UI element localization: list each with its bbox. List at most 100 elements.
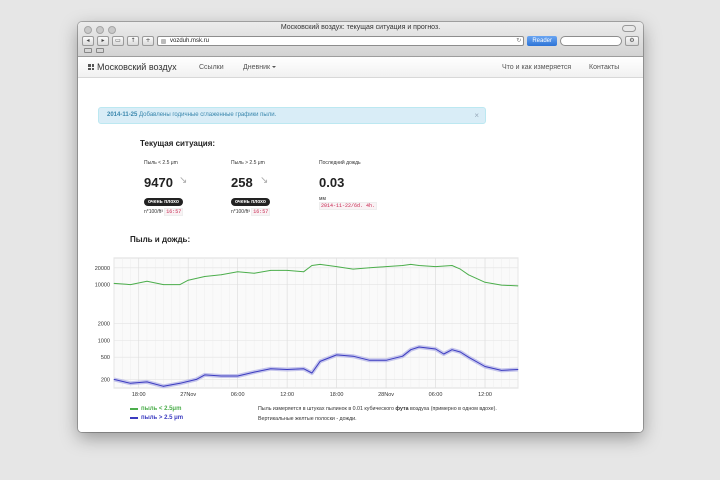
data-point xyxy=(468,356,469,358)
data-point xyxy=(468,274,469,276)
data-point xyxy=(171,384,173,386)
browser-window: Московский воздух: текущая ситуация и пр… xyxy=(78,22,643,432)
data-point xyxy=(352,355,354,357)
stat-label: Пыль < 2.5 μm xyxy=(144,160,178,166)
y-tick-label: 200 xyxy=(101,377,110,383)
y-tick-label: 20000 xyxy=(95,266,110,272)
x-tick-label: 28Nov xyxy=(378,392,394,398)
data-point xyxy=(311,265,313,266)
minimize-window-button[interactable] xyxy=(96,26,104,34)
address-bar[interactable]: vozduh.msk.ru ↻ xyxy=(157,36,525,46)
reading-list-icon[interactable] xyxy=(84,48,92,53)
data-point xyxy=(253,371,255,373)
data-point xyxy=(336,354,338,356)
x-tick-label: 18:00 xyxy=(132,392,146,398)
url-text: vozduh.msk.ru xyxy=(170,38,210,44)
grid-icon xyxy=(88,64,94,70)
legend-label: пыль < 2.5μm xyxy=(141,405,182,412)
site-brand[interactable]: Московский воздух xyxy=(88,62,177,72)
data-point xyxy=(163,385,164,387)
x-tick-label: 18:00 xyxy=(330,392,344,398)
window-title: Московский воздух: текущая ситуация и пр… xyxy=(280,24,441,31)
data-point xyxy=(311,372,313,374)
data-point xyxy=(130,284,131,286)
x-tick-label: 06:00 xyxy=(429,392,443,398)
data-point xyxy=(352,268,354,270)
data-point xyxy=(336,266,338,268)
note-bold: фута xyxy=(395,406,409,412)
nav-diary-label: Дневник xyxy=(243,64,271,71)
alert-date: 2014-11-25 xyxy=(107,112,138,118)
top-sites-icon[interactable] xyxy=(96,48,104,53)
close-window-button[interactable] xyxy=(84,26,92,34)
fullscreen-button[interactable] xyxy=(622,25,636,32)
alert-close-icon[interactable]: × xyxy=(474,111,479,120)
data-point xyxy=(484,366,486,367)
stat-rain: Последний дождь 0.03 мм 2014-11-22/6d. 4… xyxy=(319,160,378,210)
data-point xyxy=(113,378,115,380)
stat-label: Последний дождь xyxy=(319,160,361,166)
gear-icon[interactable]: ⚙ xyxy=(625,36,639,46)
data-point xyxy=(418,265,420,266)
data-point xyxy=(385,266,387,268)
data-point xyxy=(402,265,403,266)
sidebar-icon[interactable]: ▭ xyxy=(112,36,124,46)
stat-units-row: n*100/ft³ 16:57 xyxy=(144,208,184,216)
data-point xyxy=(286,369,288,370)
window-controls xyxy=(84,26,116,34)
legend-label: пыль > 2.5 μm xyxy=(141,414,184,421)
data-point xyxy=(253,272,255,274)
caret-down-icon xyxy=(272,66,277,69)
browser-toolbar: ◂ ▸ ▭ ↑ + vozduh.msk.ru ↻ Reader ⚙ xyxy=(82,35,639,47)
stat-pm10: Пыль > 2.5 μm 258 ↘ очень плохо n*100/ft… xyxy=(231,160,271,216)
data-point xyxy=(204,276,206,277)
x-tick-label: 12:00 xyxy=(478,392,492,398)
back-button[interactable]: ◂ xyxy=(82,36,94,46)
data-point xyxy=(451,349,453,351)
brand-text: Московский воздух xyxy=(97,62,177,72)
web-page: Московский воздух Ссылки Дневник Что и к… xyxy=(78,57,643,432)
data-point xyxy=(443,353,445,355)
current-heading: Текущая ситуация: xyxy=(140,139,216,148)
note-text: воздуха (примерно в одном вдохе). xyxy=(410,406,497,412)
note-line-1: Пыль измеряется в штуках пылинок в 0.01 … xyxy=(258,404,528,414)
share-icon[interactable]: ↑ xyxy=(127,36,139,46)
data-point xyxy=(163,284,164,286)
y-tick-label: 10000 xyxy=(95,283,110,289)
data-point xyxy=(303,271,305,273)
new-tab-button[interactable]: + xyxy=(142,36,154,46)
stat-value: 258 xyxy=(231,175,253,190)
data-point xyxy=(435,266,436,268)
favicon-icon xyxy=(161,39,166,44)
y-tick-label: 1000 xyxy=(98,338,110,344)
legend-item-pm25[interactable]: пыль < 2.5μm xyxy=(130,404,183,413)
legend-swatch xyxy=(130,416,138,419)
forward-button[interactable]: ▸ xyxy=(97,36,109,46)
zoom-window-button[interactable] xyxy=(108,26,116,34)
stat-pm25: Пыль < 2.5 μm 9470 ↘ очень плохо n*100/f… xyxy=(144,160,187,216)
info-alert: 2014-11-25 Добавлены годичные сглаженные… xyxy=(98,107,486,124)
stat-label: Пыль > 2.5 μm xyxy=(231,160,265,166)
data-point xyxy=(484,281,486,283)
nav-diary[interactable]: Дневник xyxy=(243,64,277,71)
reader-button[interactable]: Reader xyxy=(527,36,557,46)
nav-contacts[interactable]: Контакты xyxy=(589,64,620,71)
data-point xyxy=(237,271,239,273)
nav-links[interactable]: Ссылки xyxy=(199,64,224,71)
chart-legend: пыль < 2.5μm пыль > 2.5 μm xyxy=(130,404,183,422)
data-point xyxy=(418,346,420,348)
data-point xyxy=(146,280,148,282)
reload-icon[interactable]: ↻ xyxy=(516,37,522,44)
nav-what-measured[interactable]: Что и как измеряется xyxy=(502,64,572,71)
data-point xyxy=(303,368,305,370)
trend-arrow-icon: ↘ xyxy=(260,175,269,186)
legend-item-pm10[interactable]: пыль > 2.5 μm xyxy=(130,413,183,422)
chart-note: Пыль измеряется в штуках пылинок в 0.01 … xyxy=(258,404,528,424)
data-point xyxy=(451,265,453,266)
data-point xyxy=(220,274,222,276)
y-tick-label: 2000 xyxy=(98,322,110,328)
data-point xyxy=(196,378,197,380)
search-field[interactable] xyxy=(560,36,622,46)
data-point xyxy=(113,283,115,284)
title-bar: Московский воздух: текущая ситуация и пр… xyxy=(78,22,643,57)
